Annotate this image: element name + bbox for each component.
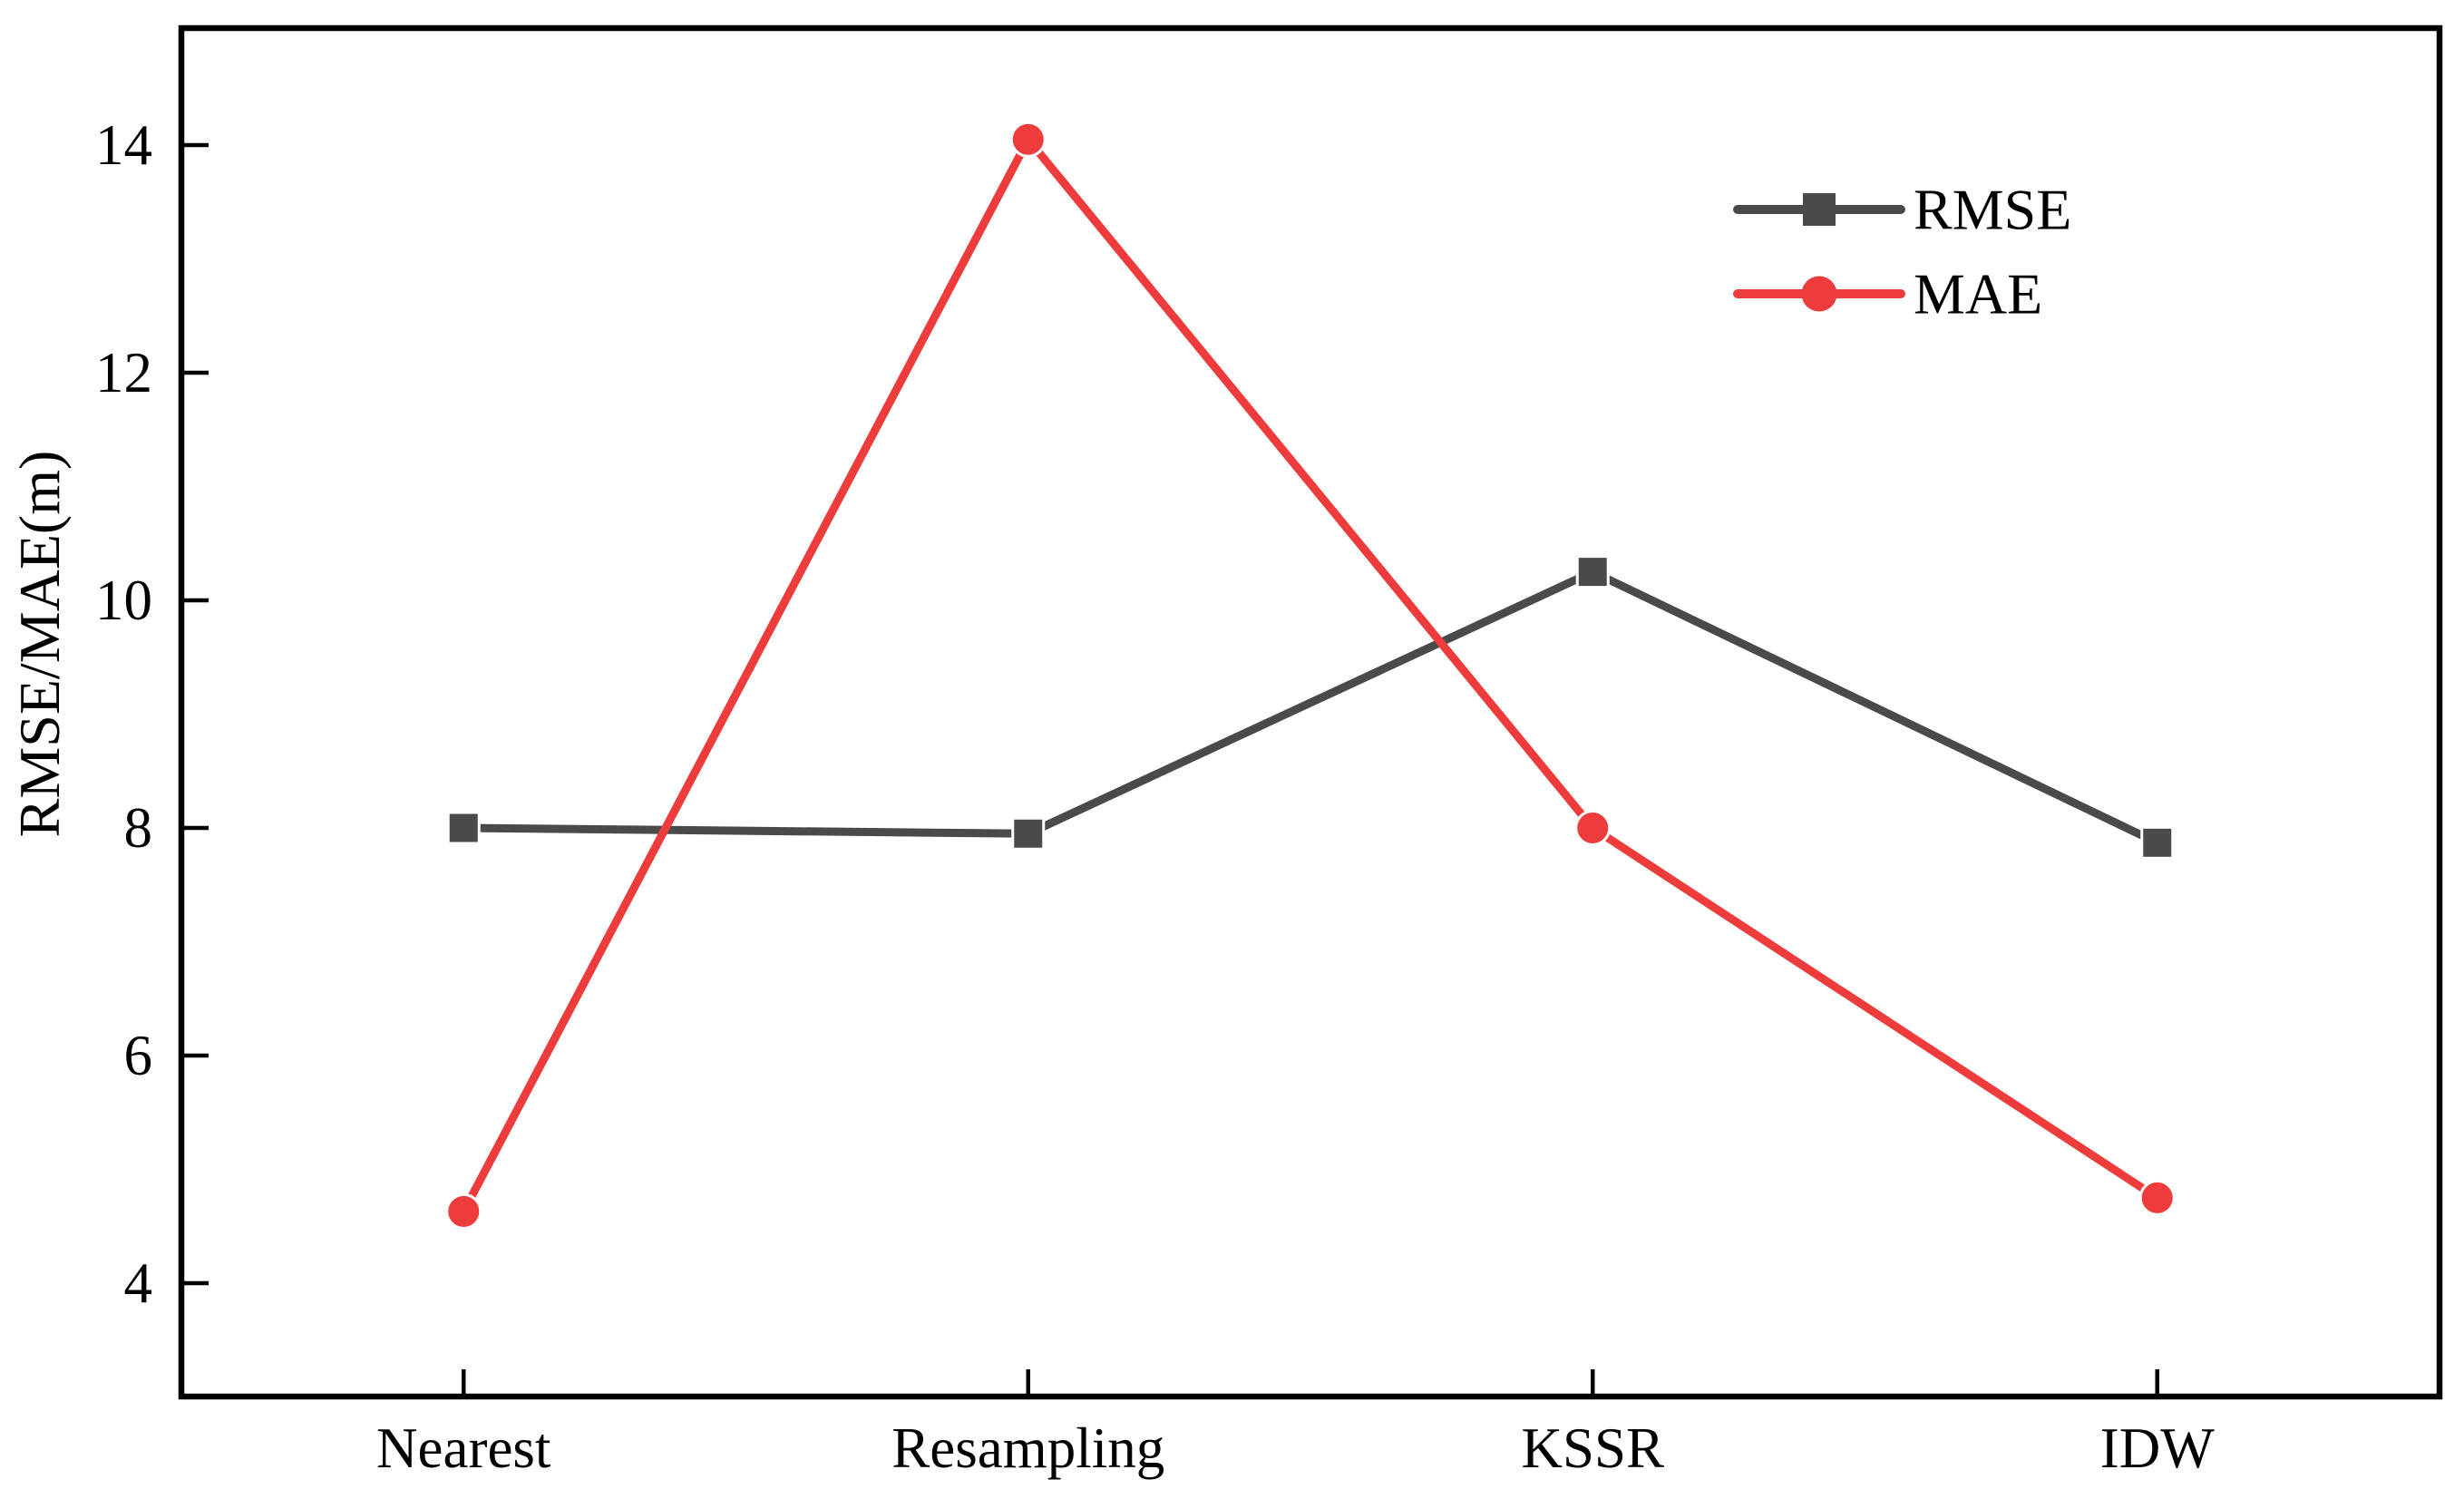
y-tick-label: 10 — [95, 569, 152, 632]
mae-marker-circle-icon — [1574, 810, 1612, 846]
rmse-marker-square-icon — [1011, 816, 1046, 851]
y-tick-label: 14 — [95, 113, 152, 177]
legend-label: MAE — [1914, 262, 2042, 326]
rmse-line — [459, 568, 2162, 847]
legend-circle-marker-icon — [1801, 276, 1837, 312]
plot-frame — [178, 24, 2443, 1400]
y-tick-label: 4 — [124, 1251, 153, 1315]
rmse-marker-square-icon — [1575, 555, 1610, 589]
x-tick-label: IDW — [2100, 1416, 2215, 1480]
x-tick-label: Resampling — [891, 1416, 1164, 1480]
rmse-marker-square-icon — [446, 811, 481, 845]
legend-square-marker-icon — [1803, 193, 1836, 226]
legend-label: RMSE — [1914, 178, 2071, 242]
y-tick-label: 6 — [124, 1024, 153, 1087]
x-tick-label: Nearest — [376, 1416, 551, 1480]
mae-marker-circle-icon — [445, 1192, 482, 1230]
y-tick-label: 8 — [124, 796, 153, 860]
y-axis-title: RMSE/MAE(m) — [7, 451, 72, 838]
mae-marker-circle-icon — [1009, 121, 1047, 158]
x-tick-label: KSSR — [1521, 1416, 1664, 1480]
mae-line — [459, 135, 2162, 1216]
rmse-marker-square-icon — [2140, 825, 2175, 860]
y-tick-label: 12 — [95, 341, 152, 404]
mae-marker-circle-icon — [2138, 1179, 2176, 1216]
